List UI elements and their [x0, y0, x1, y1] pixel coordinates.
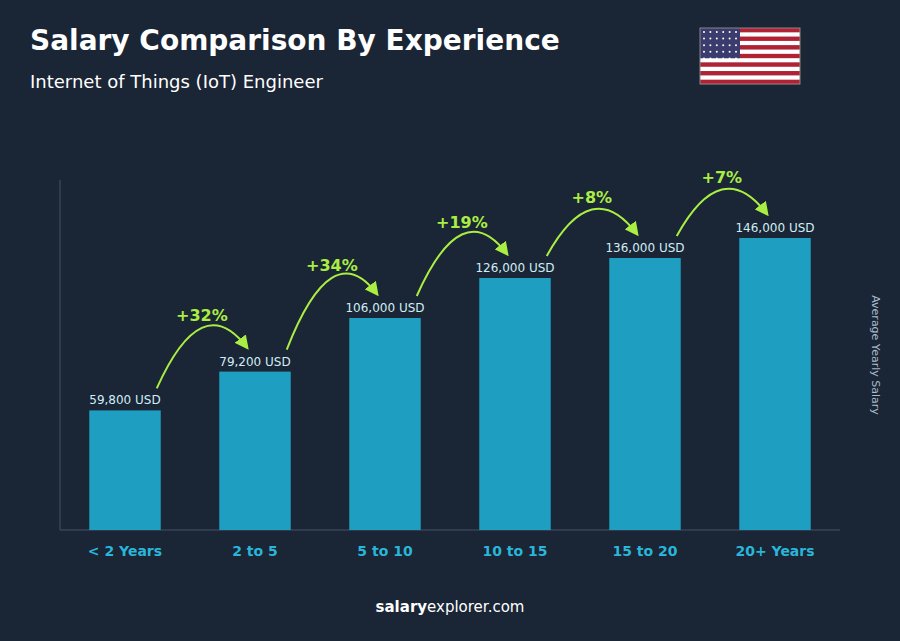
value-label: 106,000 USD — [345, 301, 424, 315]
value-label: 79,200 USD — [219, 355, 290, 369]
flag-star — [722, 38, 724, 40]
growth-arrow — [417, 232, 507, 296]
y-axis-line — [60, 180, 61, 530]
flag-star — [716, 57, 718, 59]
flag-star — [735, 31, 737, 33]
flag-canton — [700, 28, 740, 58]
flag-stripe — [700, 71, 800, 76]
bar — [349, 318, 421, 530]
footer: salaryexplorer.com — [376, 598, 525, 616]
x-tick-label: < 2 Years — [88, 543, 162, 559]
flag-star — [735, 38, 737, 40]
pct-label: +34% — [306, 256, 358, 275]
bar — [479, 278, 551, 530]
bar — [739, 238, 811, 530]
flag-star — [709, 57, 711, 59]
growth-arrow — [287, 273, 377, 349]
footer-part: explorer.com — [427, 598, 524, 616]
flag-star — [735, 44, 737, 46]
flag-border — [700, 28, 800, 84]
flag-star — [722, 31, 724, 33]
flag — [700, 28, 800, 84]
value-label: 146,000 USD — [735, 221, 814, 235]
flag-star — [716, 44, 718, 46]
flag-star — [703, 38, 705, 40]
bar — [219, 372, 291, 530]
footer-part: salary — [376, 598, 428, 616]
value-label: 136,000 USD — [605, 241, 684, 255]
flag-star — [729, 31, 731, 33]
growth-arrow — [157, 325, 247, 388]
flag-star — [729, 51, 731, 53]
flag-star — [716, 31, 718, 33]
growth-arrow — [677, 189, 767, 236]
title: Salary Comparison By Experience — [30, 24, 560, 57]
flag-star — [735, 51, 737, 53]
flag-star — [703, 57, 705, 59]
flag-stripe — [700, 67, 800, 72]
flag-star — [709, 51, 711, 53]
chart-container: Salary Comparison By Experience Internet … — [0, 0, 900, 641]
flag-star — [709, 31, 711, 33]
flag-star — [722, 51, 724, 53]
x-tick-label: 5 to 10 — [357, 543, 413, 559]
flag-star — [729, 44, 731, 46]
flag-star — [709, 44, 711, 46]
flag-star — [722, 57, 724, 59]
flag-star — [703, 44, 705, 46]
flag-star — [709, 38, 711, 40]
value-label: 59,800 USD — [89, 393, 160, 407]
flag-star — [729, 38, 731, 40]
bar — [89, 410, 161, 530]
flag-stripe — [700, 75, 800, 80]
pct-label: +8% — [572, 188, 613, 207]
x-tick-label: 10 to 15 — [482, 543, 547, 559]
annotations: +32% +34% +19% +8% +7% — [157, 168, 767, 389]
flag-star — [703, 51, 705, 53]
flag-stripe — [700, 62, 800, 67]
flag-star — [729, 57, 731, 59]
y-axis-label: Average Yearly Salary — [869, 295, 882, 415]
flag-star — [735, 57, 737, 59]
pct-label: +7% — [702, 168, 743, 187]
x-tick-label: 15 to 20 — [612, 543, 677, 559]
pct-label: +19% — [436, 213, 488, 232]
x-axis-line — [60, 530, 840, 531]
value-label: 126,000 USD — [475, 261, 554, 275]
flag-star — [703, 31, 705, 33]
flag-stripe — [700, 58, 800, 63]
chart-svg: Salary Comparison By Experience Internet … — [0, 0, 900, 641]
flag-star — [722, 44, 724, 46]
bars — [89, 238, 811, 530]
subtitle: Internet of Things (IoT) Engineer — [30, 71, 323, 92]
growth-arrow — [547, 209, 637, 256]
flag-star — [716, 38, 718, 40]
background — [0, 0, 900, 641]
pct-label: +32% — [176, 306, 228, 325]
x-tick-label: 20+ Years — [735, 543, 814, 559]
x-tick-label: 2 to 5 — [232, 543, 278, 559]
bar — [609, 258, 681, 530]
flag-star — [716, 51, 718, 53]
